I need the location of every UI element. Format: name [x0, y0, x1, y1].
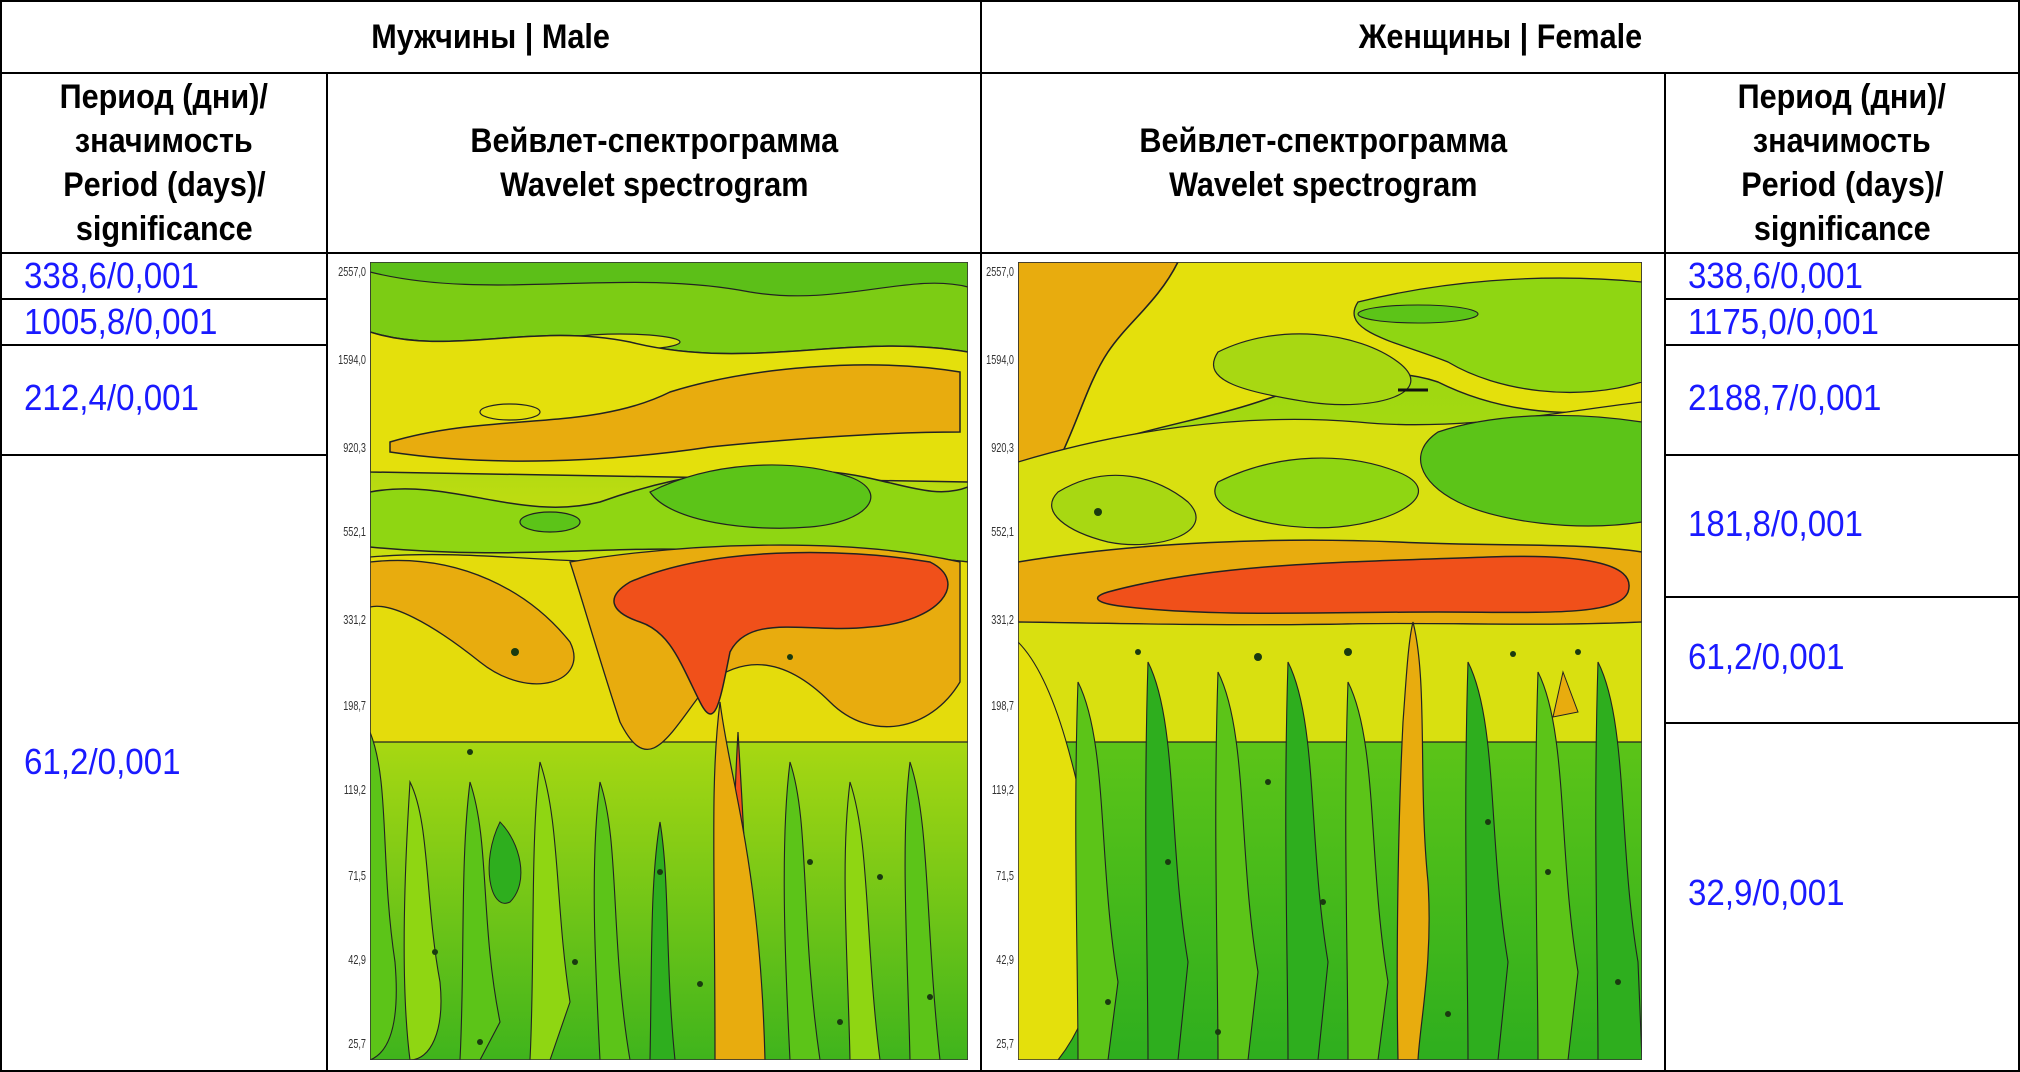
male-y-tick: 42,9: [348, 952, 366, 967]
female-value-6: 32,9/0,001: [1688, 872, 1845, 913]
period-header-right-line-1: Период (дни)/: [1737, 78, 1947, 116]
male-value-2: 1005,8/0,001: [24, 301, 218, 342]
spectrogram-header-left-line-2: Wavelet spectrogram: [499, 166, 809, 204]
female-value-cell-4: [1664, 454, 2020, 598]
period-header-left-line-4: significance: [75, 210, 253, 248]
male-value-3: 212,4/0,001: [24, 377, 199, 418]
female-y-tick: 2557,0: [986, 264, 1014, 279]
male-y-tick: 119,2: [343, 782, 366, 797]
header-male: Мужчины | Male: [371, 18, 611, 56]
header-female-cell: Женщины | Female: [980, 0, 2020, 74]
male-y-tick: 552,1: [343, 524, 366, 539]
period-header-left-line-3: Period (days)/: [62, 166, 266, 204]
female-y-tick: 331,2: [991, 612, 1014, 627]
male-value-4: 61,2/0,001: [24, 741, 181, 782]
male-y-tick: 2557,0: [338, 264, 366, 279]
female-y-tick: 920,3: [991, 440, 1014, 455]
female-y-tick: 198,7: [991, 698, 1014, 713]
period-header-right-line-4: significance: [1753, 210, 1931, 248]
wavelet-spectrogram-female: [1018, 262, 1642, 1060]
spectrogram-header-right-line-1: Вейвлет-спектрограмма: [1139, 122, 1507, 160]
header-female: Женщины | Female: [1358, 18, 1642, 56]
female-value-4: 181,8/0,001: [1688, 503, 1863, 544]
female-y-tick: 25,7: [996, 1036, 1014, 1051]
male-y-tick: 198,7: [343, 698, 366, 713]
period-header-left: Период (дни)/ значимость Period (days)/ …: [0, 72, 328, 254]
female-y-tick: 119,2: [991, 782, 1014, 797]
male-y-tick: 71,5: [348, 868, 366, 883]
female-value-2: 1175,0/0,001: [1688, 301, 1879, 342]
male-value-cell-4: [0, 454, 328, 1072]
period-header-right-line-3: Period (days)/: [1740, 166, 1944, 204]
period-header-left-line-1: Период (дни)/: [59, 78, 269, 116]
male-value-cell-2: [0, 298, 328, 346]
male-y-tick: 920,3: [343, 440, 366, 455]
female-value-cell-6: [1664, 722, 2020, 1072]
female-y-tick: 71,5: [996, 868, 1014, 883]
period-header-left-line-2: значимость: [75, 122, 253, 160]
female-value-1: 338,6/0,001: [1688, 255, 1863, 296]
female-y-tick: 42,9: [996, 952, 1014, 967]
wavelet-spectrogram-male: [370, 262, 968, 1060]
spectrogram-header-left: Вейвлет-спектрограмма Wavelet spectrogra…: [326, 72, 982, 254]
female-y-tick: 1594,0: [986, 352, 1014, 367]
female-value-5: 61,2/0,001: [1688, 636, 1845, 677]
spectrogram-header-left-line-1: Вейвлет-спектрограмма: [470, 122, 838, 160]
header-male-cell: Мужчины | Male: [0, 0, 982, 74]
male-y-tick: 25,7: [348, 1036, 366, 1051]
male-y-tick: 331,2: [343, 612, 366, 627]
male-y-tick: 1594,0: [338, 352, 366, 367]
period-header-right-line-2: значимость: [1753, 122, 1931, 160]
female-value-3: 2188,7/0,001: [1688, 377, 1882, 418]
period-header-right: Период (дни)/ значимость Period (days)/ …: [1664, 72, 2020, 254]
spectrogram-header-right-line-2: Wavelet spectrogram: [1168, 166, 1478, 204]
female-y-tick: 552,1: [991, 524, 1014, 539]
male-value-1: 338,6/0,001: [24, 255, 199, 296]
spectrogram-header-right: Вейвлет-спектрограмма Wavelet spectrogra…: [980, 72, 1666, 254]
